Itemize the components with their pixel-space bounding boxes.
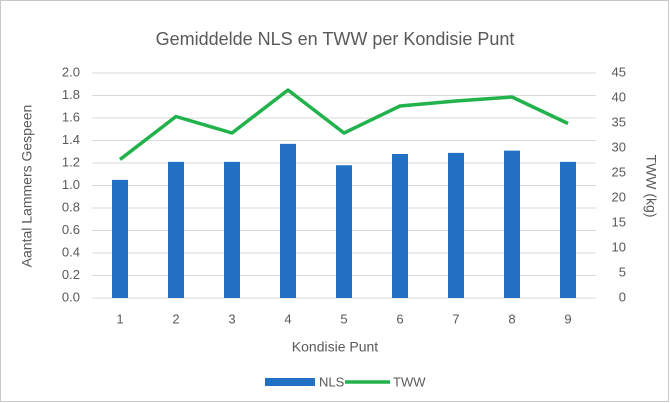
y2-tick-label: 25 [612,164,626,179]
y-tick-label: 0.2 [62,267,80,282]
bar [168,161,184,298]
y2-tick-label: 40 [612,89,626,104]
y-tick-label: 2.0 [62,64,80,79]
bar [336,165,352,298]
y-tick-label: 0.4 [62,244,80,259]
y-tick-label: 1.4 [62,132,80,147]
bar [224,161,240,298]
y-axis-label: Aantal Lammers Gespeen [19,105,35,268]
line [118,88,569,161]
y2-tick-label: 0 [619,289,626,304]
x-tick-label: 4 [284,311,291,326]
bar [504,150,520,298]
y-tick-label: 0.0 [62,289,80,304]
y2-tick-label: 15 [612,214,626,229]
y-tick-label: 0.8 [62,199,80,214]
y2-tick-label: 20 [612,189,626,204]
y2-tick-label: 30 [612,139,626,154]
y-tick-label: 1.2 [62,154,80,169]
x-tick-label: 3 [228,311,235,326]
x-tick-label: 8 [508,311,515,326]
x-tick-label: 7 [452,311,459,326]
y-tick-label: 1.8 [62,87,80,102]
x-tick-label: 6 [396,311,403,326]
x-tick-label: 1 [116,311,123,326]
legend-swatch [265,378,315,386]
x-tick-label: 2 [172,311,179,326]
bar [280,143,296,298]
bar [560,161,576,298]
bar [448,152,464,298]
x-axis-label: Kondisie Punt [292,339,379,355]
x-tick-label: 9 [564,311,571,326]
y2-axis-label: TWW (kg) [643,155,659,218]
bar [112,179,128,298]
legend-label: TWW [393,374,426,389]
y-tick-label: 1.0 [62,177,80,192]
y-tick-label: 1.6 [62,109,80,124]
y2-tick-label: 10 [612,239,626,254]
y2-tick-label: 5 [619,264,626,279]
y-tick-label: 0.6 [62,222,80,237]
legend-label: NLS [319,374,345,389]
y2-tick-label: 45 [612,64,626,79]
bar [392,154,408,298]
x-tick-label: 5 [340,311,347,326]
y2-tick-label: 35 [612,114,626,129]
chart-title: Gemiddelde NLS en TWW per Kondisie Punt [156,29,515,49]
